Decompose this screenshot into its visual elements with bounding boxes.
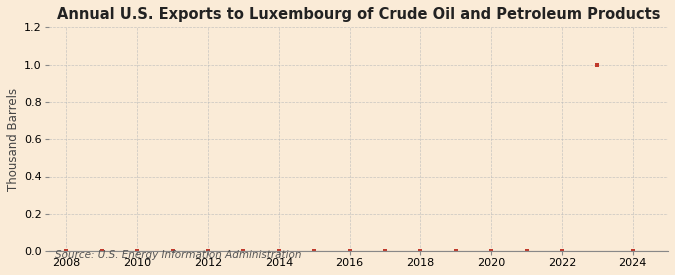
- Title: Annual U.S. Exports to Luxembourg of Crude Oil and Petroleum Products: Annual U.S. Exports to Luxembourg of Cru…: [57, 7, 660, 22]
- Y-axis label: Thousand Barrels: Thousand Barrels: [7, 88, 20, 191]
- Text: Source: U.S. Energy Information Administration: Source: U.S. Energy Information Administ…: [55, 250, 302, 260]
